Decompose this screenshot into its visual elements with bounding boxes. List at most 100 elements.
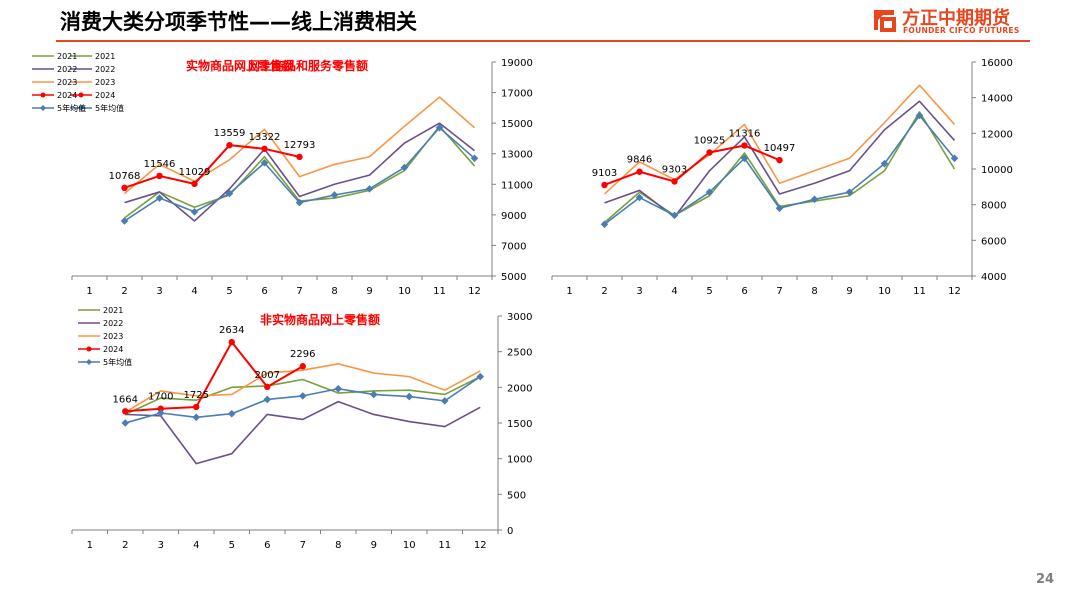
legend-marker-five-year-avg: [86, 359, 92, 365]
legend: 2021 2022 2023 2024 5年均值: [32, 52, 86, 113]
logo-text-en: FOUNDER CIFCO FUTURES: [903, 26, 1020, 35]
y-tick-label: 11000: [501, 180, 533, 191]
series-line-2024: [124, 144, 300, 189]
data-point-2024: [261, 145, 268, 152]
x-tick-label: 7: [296, 286, 302, 297]
x-tick-label: 2: [122, 540, 128, 551]
legend-label-five-year-avg: 5年均值: [95, 103, 124, 113]
data-point-2024: [226, 141, 233, 149]
x-tick-label: 1: [86, 286, 92, 297]
data-point-2024: [122, 408, 129, 415]
legend-label-2023: 2023: [95, 78, 115, 87]
company-logo: 方正中期期货 FOUNDER CIFCO FUTURES: [870, 4, 1030, 38]
y-tick-label: 1500: [507, 419, 532, 430]
x-tick-label: 1: [566, 286, 572, 297]
x-tick-label: 8: [331, 286, 337, 297]
data-point-five-year-avg: [260, 159, 269, 167]
data-point-five-year-avg: [263, 395, 272, 404]
y-tick-label: 15000: [501, 119, 533, 130]
legend-label-2023: 2023: [57, 78, 77, 87]
x-tick-label: 3: [158, 540, 164, 551]
x-tick-label: 5: [226, 286, 232, 297]
legend-marker-five-year-avg: [78, 105, 84, 111]
data-point-2024: [157, 405, 164, 412]
data-point-2024: [741, 142, 748, 149]
legend-label-2022: 2022: [95, 65, 115, 74]
legend-marker-2024: [78, 92, 84, 98]
x-tick-label: 4: [671, 286, 677, 297]
data-point-2024: [156, 172, 163, 180]
data-label-2024: 2007: [255, 370, 280, 381]
x-tick-label: 6: [261, 286, 267, 297]
data-point-five-year-avg: [121, 419, 130, 427]
data-point-five-year-avg: [845, 188, 854, 196]
data-point-2024: [228, 338, 235, 346]
series-line-2022: [124, 122, 475, 222]
y-tick-label: 17000: [501, 89, 533, 100]
data-point-2024: [776, 156, 783, 164]
series-line-2024: [125, 341, 304, 413]
data-point-2024: [264, 383, 271, 391]
data-label-2024: 9103: [592, 168, 617, 179]
chart-title: 网上商品和服务零售额: [248, 58, 368, 73]
legend-label-2022: 2022: [57, 65, 77, 74]
header-rule: [56, 40, 1030, 42]
data-label-2024: 11546: [144, 159, 176, 170]
data-point-five-year-avg: [400, 163, 409, 172]
page-title: 消费大类分项季节性——线上消费相关: [60, 10, 417, 34]
series-line-2022: [604, 100, 956, 218]
y-tick-label: 4000: [981, 272, 1006, 283]
x-tick-label: 8: [335, 540, 341, 551]
chart-title: 实物商品网上零售额: [186, 58, 294, 73]
data-label-2024: 10768: [109, 171, 141, 182]
x-tick-label: 2: [601, 286, 607, 297]
series-line-2022: [125, 400, 481, 465]
data-point-five-year-avg: [435, 123, 444, 132]
y-tick-label: 13000: [501, 150, 533, 161]
x-tick-label: 9: [371, 540, 377, 551]
data-point-five-year-avg: [225, 189, 234, 198]
x-tick-label: 10: [403, 540, 416, 551]
logo-mark-icon: [874, 10, 896, 32]
x-tick-label: 9: [846, 286, 852, 297]
chart-nonphysical-goods-online-retail: 1 2 3 4 5 6 7 8 9 10 11 120500100015002000250030001…: [71, 306, 532, 551]
data-point-five-year-avg: [369, 390, 378, 399]
legend-label-2023: 2023: [103, 332, 123, 341]
data-point-five-year-avg: [190, 208, 199, 216]
legend-label-2024: 2024: [103, 345, 123, 354]
data-label-2024: 9303: [662, 164, 687, 175]
data-point-five-year-avg: [295, 198, 304, 207]
legend: 2021 2022 2023 2024 5年均值: [70, 52, 124, 113]
x-tick-label: 1: [87, 540, 93, 551]
data-label-2024: 11029: [179, 167, 211, 178]
chart-online-retail-goods-services: 1 2 3 4 5 6 7 8 9 10 11 125000700090001100013000150…: [70, 52, 533, 297]
legend-label-2021: 2021: [103, 306, 123, 315]
data-point-2024: [706, 149, 713, 156]
series-line-2021: [124, 375, 481, 416]
y-tick-label: 2500: [507, 348, 532, 359]
x-tick-label: 9: [366, 286, 372, 297]
y-tick-label: 19000: [501, 58, 533, 69]
legend-marker-2024: [40, 92, 46, 98]
data-point-five-year-avg: [227, 409, 236, 418]
logo-text-cn: 方正中期期货: [902, 8, 1010, 29]
y-tick-label: 0: [507, 526, 513, 537]
x-tick-label: 4: [191, 286, 197, 297]
data-point-five-year-avg: [365, 185, 374, 193]
x-tick-label: 6: [264, 540, 270, 551]
data-label-2024: 13559: [214, 128, 246, 139]
legend-label-2022: 2022: [103, 319, 123, 328]
legend-label-2021: 2021: [95, 52, 115, 61]
data-point-five-year-avg: [156, 409, 165, 417]
data-label-2024: 1664: [113, 394, 138, 405]
data-label-2024: 1725: [184, 390, 209, 401]
data-point-2024: [296, 153, 303, 161]
data-label-2024: 10925: [694, 136, 726, 147]
data-label-2024: 13322: [249, 132, 281, 143]
data-point-2024: [671, 178, 678, 185]
data-point-2024: [601, 181, 608, 189]
legend-label-five-year-avg: 5年均值: [103, 357, 132, 367]
y-tick-label: 8000: [981, 201, 1006, 212]
data-point-five-year-avg: [405, 392, 414, 401]
series-line-2023: [123, 96, 476, 195]
